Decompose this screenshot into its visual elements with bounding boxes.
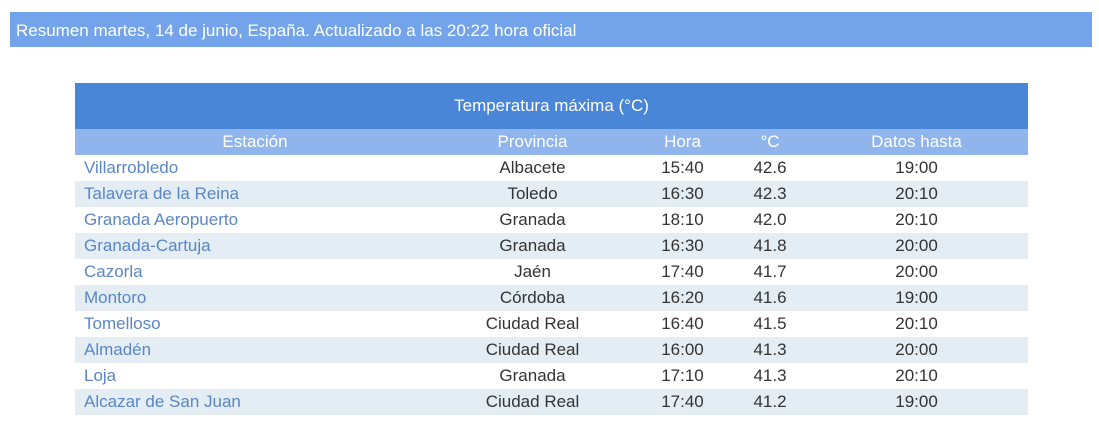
table-cell: 20:10 xyxy=(805,181,1029,207)
table-row: Alcazar de San Juan Ciudad Real 17:40 41.2 1… xyxy=(75,389,1029,415)
table-cell: Córdoba xyxy=(435,285,630,311)
table-cell: Granada xyxy=(499,366,566,385)
table-title: Temperatura máxima (°C) xyxy=(75,83,1029,129)
table-row: Cazorla Jaén 17:40 41.7 20:00 xyxy=(75,259,1028,285)
table-cell: Albacete xyxy=(499,158,566,177)
table-cell: 41.2 xyxy=(735,389,805,415)
table-cell: 41.3 xyxy=(753,366,787,385)
station-cell: Almadén xyxy=(75,337,435,363)
station-cell: Tomelloso xyxy=(84,314,161,333)
table-cell: 16:30 xyxy=(630,233,735,259)
table-cell: Ciudad Real xyxy=(435,389,630,415)
table-row: Granada Aeropuerto Granada 18:10 42.0 20:10 xyxy=(75,207,1028,233)
station-cell: Loja xyxy=(84,366,117,385)
table-cell: 19:00 xyxy=(805,285,1029,311)
table-cell: 20:10 xyxy=(895,314,938,333)
table-cell: 42.3 xyxy=(735,181,805,207)
table-row: Tomelloso Ciudad Real 16:40 41.5 20:10 xyxy=(75,311,1028,337)
summary-header: Resumen martes, 14 de junio, España. Act… xyxy=(10,12,1092,47)
column-header: Provincia xyxy=(435,129,630,155)
table-cell: Jaén xyxy=(514,262,551,281)
table-cell: 19:00 xyxy=(895,158,938,177)
table-cell: 41.5 xyxy=(753,314,787,333)
table-cell: 42.6 xyxy=(753,158,787,177)
table-cell: 20:00 xyxy=(805,337,1029,363)
table-cell: 18:10 xyxy=(661,210,704,229)
table-cell: 16:00 xyxy=(630,337,735,363)
column-header: °C xyxy=(735,129,805,155)
table-cell: 19:00 xyxy=(805,389,1029,415)
station-cell: Cazorla xyxy=(84,262,143,281)
table-cell: 17:10 xyxy=(661,366,704,385)
column-header: Hora xyxy=(630,129,735,155)
table-cell: Ciudad Real xyxy=(435,337,630,363)
station-cell: Villarrobledo xyxy=(84,158,179,177)
table-row: Loja Granada 17:10 41.3 20:10 xyxy=(75,363,1028,389)
table-body: Villarrobledo Albacete 15:40 42.6 19:00 Talav… xyxy=(75,155,1029,415)
table-cell: 20:10 xyxy=(895,366,938,385)
table-cell: 17:40 xyxy=(630,389,735,415)
station-cell: Talavera de la Reina xyxy=(75,181,435,207)
table-cell: 17:40 xyxy=(661,262,704,281)
station-cell: Granada-Cartuja xyxy=(75,233,435,259)
table-cell: 20:00 xyxy=(895,262,938,281)
table-row: Granada-Cartuja Granada 16:30 41.8 20:00 xyxy=(75,233,1029,259)
temperature-table: Temperatura máxima (°C) Estación Provinci… xyxy=(75,83,1029,415)
table-cell: 15:40 xyxy=(661,158,704,177)
table-cell: 41.8 xyxy=(735,233,805,259)
table-cell: 16:40 xyxy=(661,314,704,333)
table-cell: Granada xyxy=(499,210,566,229)
table-cell: 16:30 xyxy=(630,181,735,207)
column-header: Estación xyxy=(75,129,435,155)
table-row: Talavera de la Reina Toledo 16:30 42.3 20:10 xyxy=(75,181,1029,207)
table-cell: 41.3 xyxy=(735,337,805,363)
table-cell: 41.6 xyxy=(735,285,805,311)
station-cell: Alcazar de San Juan xyxy=(75,389,435,415)
header-row: Estación Provincia Hora °C Datos hasta xyxy=(75,129,1029,155)
table-row: Villarrobledo Albacete 15:40 42.6 19:00 xyxy=(75,155,1028,181)
column-header: Datos hasta xyxy=(805,129,1029,155)
table-cell: 42.0 xyxy=(753,210,787,229)
table-cell: 41.7 xyxy=(753,262,787,281)
table-cell: 20:00 xyxy=(805,233,1029,259)
station-cell: Montoro xyxy=(75,285,435,311)
station-cell: Granada Aeropuerto xyxy=(84,210,239,229)
table-cell: 20:10 xyxy=(895,210,938,229)
table-cell: Granada xyxy=(435,233,630,259)
table-cell: 16:20 xyxy=(630,285,735,311)
table-row: Almadén Ciudad Real 16:00 41.3 20:00 xyxy=(75,337,1029,363)
table-row: Montoro Córdoba 16:20 41.6 19:00 xyxy=(75,285,1029,311)
table-cell: Toledo xyxy=(435,181,630,207)
table-cell: Ciudad Real xyxy=(485,314,580,333)
